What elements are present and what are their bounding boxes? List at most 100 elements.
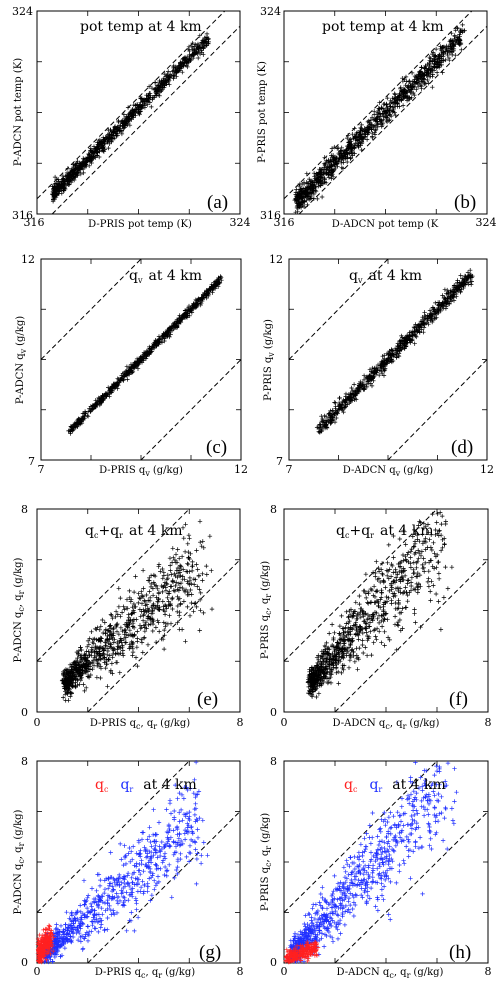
data-point	[435, 560, 441, 565]
data-point	[112, 136, 117, 141]
x-tick-label-max: 12	[234, 463, 248, 476]
data-point	[361, 650, 366, 656]
data-point	[77, 682, 82, 687]
data-point	[447, 58, 452, 63]
data-point	[201, 46, 206, 51]
data-point	[136, 600, 141, 606]
data-point	[71, 176, 76, 181]
upper-reference-line	[283, 10, 473, 200]
data-point	[155, 618, 160, 623]
x-tick-label-max: 324	[230, 216, 251, 229]
data-point	[100, 145, 105, 150]
y-axis-label: P-ADCN pot temp (K)	[13, 58, 24, 166]
y-tick-label-max: 12	[21, 253, 35, 266]
data-point	[181, 599, 187, 604]
data-point	[81, 170, 86, 176]
data-point	[316, 691, 322, 696]
data-point	[383, 585, 388, 590]
data-point	[101, 145, 106, 150]
data-point	[61, 186, 66, 191]
data-point	[428, 545, 434, 550]
data-point	[149, 104, 154, 110]
data-point	[63, 698, 68, 703]
data-point	[132, 110, 137, 115]
data-point	[176, 63, 182, 68]
data-point	[134, 645, 140, 650]
data-point	[319, 194, 325, 200]
data-point	[113, 660, 119, 665]
data-point	[99, 144, 105, 150]
data-point	[344, 609, 349, 614]
data-point	[440, 513, 445, 519]
data-point	[412, 341, 417, 346]
data-point	[160, 576, 165, 581]
data-point	[167, 82, 172, 87]
data-point	[55, 185, 60, 191]
data-point	[339, 670, 344, 676]
data-point	[364, 137, 370, 142]
data-point	[159, 81, 164, 87]
data-point	[352, 659, 358, 664]
data-point	[379, 590, 384, 595]
data-point	[128, 599, 133, 604]
data-point	[409, 70, 415, 76]
data-point	[201, 610, 206, 616]
data-point	[147, 589, 152, 594]
data-point	[63, 183, 69, 188]
data-point	[409, 95, 414, 100]
data-point	[138, 96, 144, 101]
data-point	[169, 572, 174, 577]
data-point	[157, 78, 162, 84]
panel-a: pot temp at 4 km (a)	[36, 10, 241, 215]
data-point	[395, 622, 400, 627]
data-point	[159, 88, 164, 93]
data-point	[166, 599, 171, 604]
data-point	[89, 149, 94, 154]
data-point	[360, 638, 365, 643]
data-point	[59, 180, 64, 185]
data-point	[70, 166, 75, 171]
q-subscript: v	[137, 276, 143, 285]
upper-reference-line	[36, 10, 226, 200]
data-point	[164, 577, 170, 582]
data-point	[374, 637, 379, 642]
x-axis-label: D-PRIS pot temp (K)	[88, 219, 192, 230]
scatter-points	[50, 31, 211, 204]
data-point	[67, 182, 72, 187]
data-point	[359, 147, 364, 153]
data-point	[209, 568, 214, 573]
data-point	[158, 569, 163, 574]
data-point	[169, 596, 175, 602]
data-point	[392, 614, 398, 619]
data-point	[168, 74, 173, 79]
data-point	[138, 109, 143, 114]
panel-f: qc+qr at 4 km (f)	[283, 508, 489, 713]
data-point	[374, 559, 379, 564]
data-point	[105, 684, 110, 689]
data-point	[57, 188, 62, 193]
data-point	[112, 637, 117, 642]
data-point	[114, 127, 120, 132]
data-point	[79, 162, 84, 167]
data-point	[140, 650, 145, 655]
data-point	[112, 129, 117, 134]
data-point	[389, 601, 394, 606]
data-point	[382, 643, 387, 648]
data-point	[152, 93, 158, 98]
data-point	[93, 646, 98, 651]
y-axis-label: P-PRIS pot temp (K)	[257, 61, 268, 163]
data-point	[204, 31, 210, 37]
data-point	[453, 53, 458, 58]
data-point	[63, 173, 68, 179]
data-point	[327, 631, 332, 636]
data-point	[106, 138, 112, 143]
data-point	[430, 85, 435, 90]
data-point	[184, 57, 189, 62]
panel-title: qc+qr at 4 km	[85, 523, 183, 540]
y-tick-label-min: 0	[21, 706, 28, 719]
data-point	[52, 184, 58, 189]
data-point	[139, 589, 144, 594]
data-point	[441, 595, 447, 600]
data-point	[76, 164, 81, 169]
